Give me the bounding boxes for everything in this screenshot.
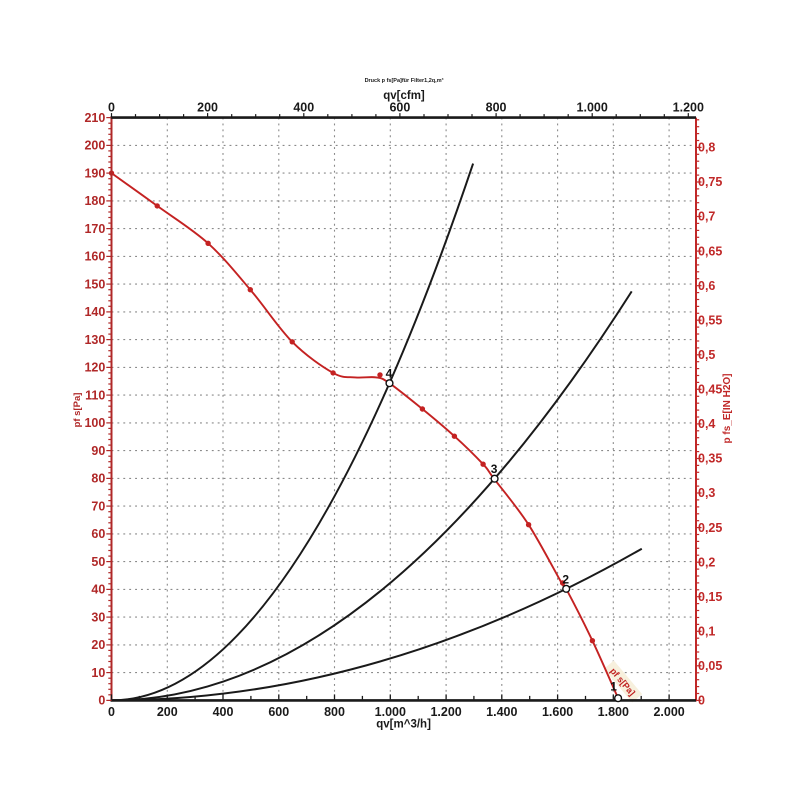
svg-text:Druck p fs[Pa]für Filter1,2q,m: Druck p fs[Pa]für Filter1,2q,m³ — [365, 77, 444, 84]
svg-text:0,45: 0,45 — [698, 383, 722, 397]
svg-text:p fs_E[IN H2O]: p fs_E[IN H2O] — [722, 373, 733, 443]
svg-text:0,65: 0,65 — [698, 244, 722, 258]
svg-text:200: 200 — [197, 101, 218, 115]
svg-text:120: 120 — [84, 361, 105, 375]
svg-text:160: 160 — [84, 250, 105, 264]
svg-text:1.800: 1.800 — [598, 705, 629, 719]
svg-text:40: 40 — [91, 583, 105, 597]
svg-text:1.200: 1.200 — [673, 101, 704, 115]
svg-text:0,25: 0,25 — [698, 521, 722, 535]
svg-text:1.000: 1.000 — [577, 101, 608, 115]
svg-text:800: 800 — [486, 101, 507, 115]
svg-text:0,3: 0,3 — [698, 486, 715, 500]
svg-text:90: 90 — [91, 444, 105, 458]
svg-text:70: 70 — [91, 499, 105, 513]
svg-text:190: 190 — [84, 166, 105, 180]
svg-text:600: 600 — [389, 101, 410, 115]
svg-text:0,1: 0,1 — [698, 625, 715, 639]
svg-text:600: 600 — [268, 705, 289, 719]
svg-text:0: 0 — [98, 694, 105, 708]
svg-text:400: 400 — [213, 705, 234, 719]
svg-text:0,7: 0,7 — [698, 210, 715, 224]
svg-text:0,05: 0,05 — [698, 659, 722, 673]
svg-text:80: 80 — [91, 472, 105, 486]
svg-text:4: 4 — [386, 367, 393, 381]
svg-text:0: 0 — [108, 705, 115, 719]
svg-text:50: 50 — [91, 555, 105, 569]
svg-text:pf s[Pa]: pf s[Pa] — [72, 393, 83, 428]
svg-text:200: 200 — [157, 705, 178, 719]
svg-text:400: 400 — [293, 101, 314, 115]
svg-text:10: 10 — [91, 666, 105, 680]
svg-text:1: 1 — [610, 680, 617, 694]
svg-text:0,6: 0,6 — [698, 279, 715, 293]
svg-text:0,15: 0,15 — [698, 590, 722, 604]
svg-text:1.000: 1.000 — [375, 705, 406, 719]
svg-text:qv[m^3/h]: qv[m^3/h] — [376, 719, 431, 731]
svg-text:20: 20 — [91, 638, 105, 652]
svg-text:60: 60 — [91, 527, 105, 541]
svg-text:0: 0 — [698, 694, 705, 708]
svg-text:180: 180 — [84, 194, 105, 208]
svg-text:110: 110 — [85, 388, 105, 402]
svg-text:170: 170 — [84, 222, 105, 236]
svg-text:1.600: 1.600 — [542, 705, 573, 719]
svg-text:800: 800 — [324, 705, 345, 719]
svg-text:150: 150 — [84, 277, 105, 291]
svg-text:0,4: 0,4 — [698, 417, 715, 431]
svg-text:130: 130 — [84, 333, 105, 347]
svg-text:200: 200 — [84, 139, 105, 153]
svg-text:0,75: 0,75 — [698, 175, 722, 189]
svg-text:0,5: 0,5 — [698, 348, 715, 362]
svg-text:100: 100 — [84, 416, 105, 430]
svg-text:2.000: 2.000 — [653, 705, 684, 719]
svg-text:210: 210 — [84, 111, 105, 125]
svg-text:2: 2 — [562, 572, 569, 586]
svg-text:qv[cfm]: qv[cfm] — [383, 90, 425, 102]
svg-text:0,55: 0,55 — [698, 313, 722, 327]
svg-text:30: 30 — [91, 610, 105, 624]
svg-text:1.200: 1.200 — [430, 705, 461, 719]
svg-text:1.400: 1.400 — [486, 705, 517, 719]
svg-text:0,8: 0,8 — [698, 141, 715, 155]
svg-text:3: 3 — [491, 462, 498, 476]
svg-text:0: 0 — [108, 101, 115, 115]
svg-text:140: 140 — [84, 305, 105, 319]
svg-text:0,2: 0,2 — [698, 555, 715, 569]
svg-text:0,35: 0,35 — [698, 452, 722, 466]
